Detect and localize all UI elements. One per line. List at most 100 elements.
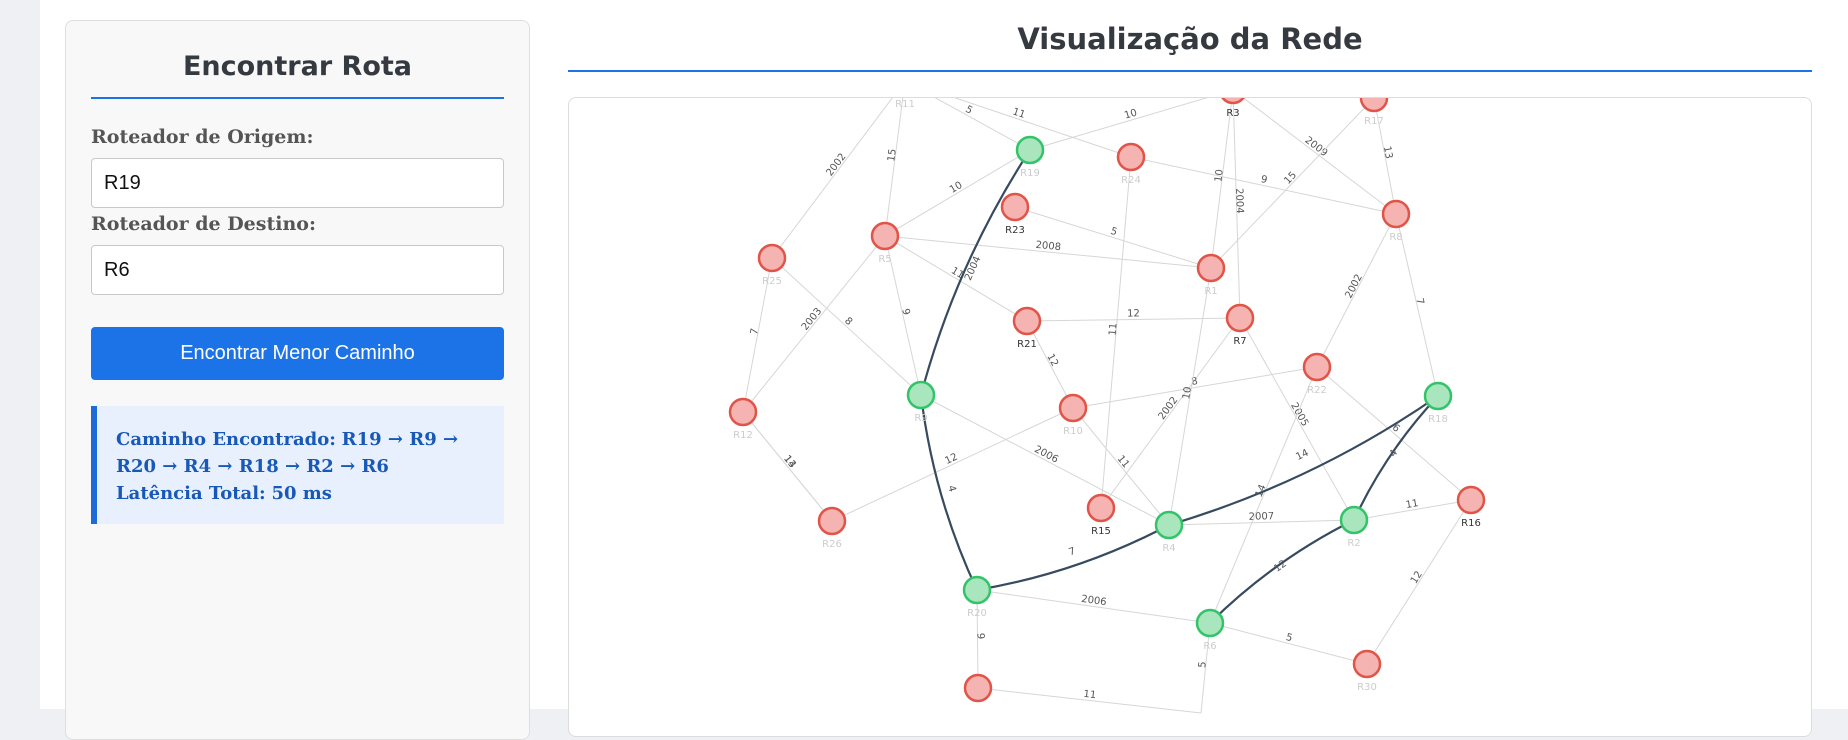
network-visualization-title: Visualização da Rede — [1017, 22, 1363, 56]
router-node-circle[interactable] — [1359, 98, 1389, 113]
edge-weight-label: 5 — [963, 104, 974, 117]
router-node-r11[interactable]: R11 — [892, 98, 918, 110]
edge-weight-label: 2004 — [1233, 188, 1245, 214]
router-node-r22[interactable]: R22 — [1302, 352, 1332, 396]
router-node-circle[interactable] — [963, 673, 993, 703]
router-node-r30[interactable]: R30 — [1352, 649, 1382, 693]
router-node-r12[interactable]: R12 — [728, 397, 758, 441]
total-latency-value: 50 ms — [271, 483, 332, 504]
router-node-r21[interactable]: R21 — [1012, 306, 1042, 350]
router-node-circle[interactable] — [1381, 199, 1411, 229]
router-node-circle[interactable] — [1116, 142, 1146, 172]
router-node-r16[interactable]: R16 — [1456, 485, 1486, 529]
router-node-r20[interactable]: R20 — [962, 575, 992, 619]
router-node-r26[interactable]: R26 — [817, 506, 847, 550]
router-node-r8[interactable]: R8 — [1381, 199, 1411, 243]
router-node-r25[interactable]: R25 — [757, 243, 787, 287]
router-node-circle[interactable] — [1339, 505, 1369, 535]
edge-weight-label: 2005 — [1288, 401, 1310, 429]
router-node-r24[interactable]: R24 — [1116, 142, 1146, 186]
find-shortest-path-button[interactable]: Encontrar Menor Caminho — [91, 327, 504, 380]
edge-weight-label: 7 — [749, 327, 761, 335]
edge-weight-label: 15 — [886, 148, 899, 162]
router-node-label: R26 — [822, 539, 842, 550]
router-node-label: R8 — [1389, 232, 1402, 243]
edge-weight-label: 13 — [1381, 145, 1394, 160]
router-node-circle[interactable] — [1225, 303, 1255, 333]
path-edge — [1209, 519, 1355, 624]
router-node-r6[interactable]: R6 — [1195, 608, 1225, 652]
router-node-r14[interactable] — [963, 673, 993, 703]
router-node-r7[interactable]: R7 — [1225, 303, 1255, 347]
network-edge — [771, 257, 922, 396]
router-node-label: R7 — [1233, 336, 1246, 347]
router-node-circle[interactable] — [1154, 510, 1184, 540]
router-node-r2[interactable]: R2 — [1339, 505, 1369, 549]
router-node-r17[interactable]: R17 — [1359, 98, 1389, 127]
network-edge — [920, 394, 1170, 526]
origin-router-input[interactable] — [91, 158, 504, 208]
router-node-circle[interactable] — [1196, 253, 1226, 283]
edge-weight-label: 2009 — [1303, 135, 1330, 159]
router-node-circle[interactable] — [757, 243, 787, 273]
router-node-circle[interactable] — [1195, 608, 1225, 638]
network-edge — [1029, 98, 1208, 151]
router-node-r4[interactable]: R4 — [1154, 510, 1184, 554]
destination-label: Roteador de Destino: — [91, 213, 316, 235]
router-node-r1[interactable]: R1 — [1196, 253, 1226, 297]
router-node-circle[interactable] — [1302, 352, 1332, 382]
network-edge — [976, 589, 979, 689]
network-graph[interactable]: 5 11 15 2002 10 10 10 2004 2009 13 15 9 5 2008 11 9 8 7 20… — [568, 97, 1812, 737]
router-node-circle[interactable] — [906, 380, 936, 410]
router-node-circle[interactable] — [817, 506, 847, 536]
router-node-label: R25 — [762, 276, 782, 287]
edge-weight-label: 2007 — [1249, 511, 1275, 523]
router-node-r10[interactable]: R10 — [1058, 393, 1088, 437]
router-node-circle[interactable] — [1012, 306, 1042, 336]
router-node-r23[interactable]: R23 — [1000, 192, 1030, 236]
network-edge — [1366, 499, 1472, 665]
network-edge — [1209, 622, 1368, 665]
router-node-circle[interactable] — [728, 397, 758, 427]
router-node-r9[interactable]: R9 — [906, 380, 936, 424]
edge-weight-label: 2006 — [1080, 594, 1107, 608]
router-node-circle[interactable] — [1000, 192, 1030, 222]
router-node-r3[interactable]: R3 — [1220, 98, 1246, 119]
router-node-circle[interactable] — [962, 575, 992, 605]
router-node-circle[interactable] — [1015, 135, 1045, 165]
router-node-label: R21 — [1017, 339, 1037, 350]
network-edge — [1168, 519, 1355, 526]
router-node-circle[interactable] — [1058, 393, 1088, 423]
origin-label: Roteador de Origem: — [91, 126, 314, 148]
network-edge — [1395, 213, 1439, 397]
destination-router-input[interactable] — [91, 245, 504, 295]
router-node-r5[interactable]: R5 — [870, 221, 900, 265]
app-page: Encontrar Rota Roteador de Origem: Rotea… — [40, 0, 1848, 740]
network-edge — [1168, 267, 1212, 526]
network-edge — [884, 235, 1028, 322]
network-edge — [1242, 98, 1397, 215]
router-node-circle[interactable] — [1352, 649, 1382, 679]
edge-weight-label: 12 — [1409, 569, 1425, 586]
edge-weight-label: 7 — [1413, 297, 1425, 306]
network-edge — [934, 98, 1031, 151]
edge-weight-label: 8 — [1191, 376, 1199, 388]
network-edge — [1130, 156, 1397, 215]
router-node-circle[interactable] — [870, 221, 900, 251]
router-node-label: R19 — [1020, 168, 1040, 179]
router-node-circle[interactable] — [1456, 485, 1486, 515]
route-finder-panel: Encontrar Rota Roteador de Origem: Rotea… — [65, 20, 530, 740]
router-node-r15[interactable]: R15 — [1086, 493, 1116, 537]
edge-weight-label: 10 — [948, 180, 965, 196]
router-node-r19[interactable]: R19 — [1015, 135, 1045, 179]
network-edge — [1316, 366, 1472, 501]
router-node-circle[interactable] — [1423, 381, 1453, 411]
router-node-label: R12 — [733, 430, 753, 441]
network-edge — [1210, 98, 1233, 269]
router-node-label: R6 — [1203, 641, 1216, 652]
router-node-r18[interactable]: R18 — [1423, 381, 1453, 425]
router-node-circle[interactable] — [1220, 98, 1246, 105]
router-node-circle[interactable] — [1086, 493, 1116, 523]
